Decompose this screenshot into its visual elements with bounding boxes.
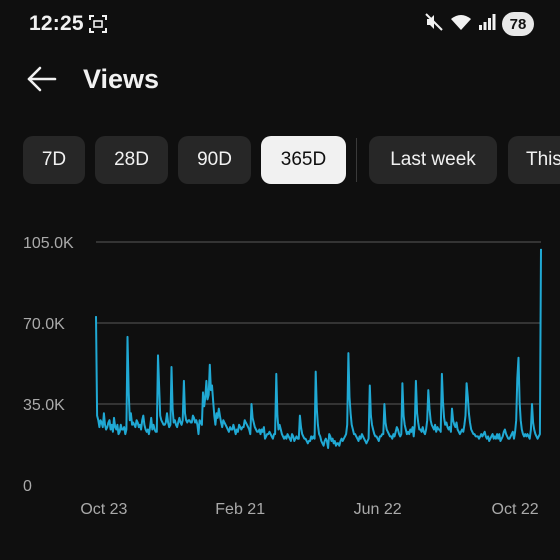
x-tick-label: Jun 22 xyxy=(354,501,402,518)
wifi-icon xyxy=(450,12,472,37)
chip-label: Last week xyxy=(390,149,476,170)
battery-level: 78 xyxy=(509,15,527,33)
status-icons: 78 xyxy=(424,11,534,37)
status-bar: 12:25 78 xyxy=(0,0,560,48)
chip-this[interactable]: This xyxy=(508,136,560,184)
y-tick-label: 35.0K xyxy=(23,397,65,414)
x-tick-label: Oct 22 xyxy=(492,501,539,518)
views-chart-svg: 0 35.0K 70.0K 105.0K Oct 23 Feb 21 Jun 22 Oct 2… xyxy=(23,235,542,518)
x-tick-label: Feb 21 xyxy=(215,501,265,518)
chip-divider xyxy=(356,138,357,182)
mute-icon xyxy=(424,12,444,37)
page-title: Views xyxy=(83,64,160,94)
chip-label: 365D xyxy=(280,149,327,170)
chip-label: 28D xyxy=(114,149,149,170)
views-series-line xyxy=(95,248,542,449)
y-tick-label: 0 xyxy=(23,478,32,495)
chip-365d[interactable]: 365D xyxy=(261,136,346,184)
y-tick-label: 105.0K xyxy=(23,235,74,252)
app-header: Views xyxy=(0,52,560,104)
arrow-left-icon xyxy=(27,66,57,92)
chip-last-week[interactable]: Last week xyxy=(369,136,497,184)
chip-28d[interactable]: 28D xyxy=(95,136,168,184)
x-tick-label: Oct 23 xyxy=(80,501,127,518)
chip-label: 7D xyxy=(41,149,67,170)
battery-icon: 78 xyxy=(502,12,534,36)
time-range-chips: 7D 28D 90D 365D Last week This xyxy=(0,136,560,184)
chip-label: 90D xyxy=(197,149,232,170)
back-button[interactable] xyxy=(24,62,60,98)
chip-label: This xyxy=(526,149,560,170)
screenshot-icon xyxy=(88,14,108,34)
status-time: 12:25 xyxy=(29,12,84,35)
y-tick-label: 70.0K xyxy=(23,316,65,333)
views-chart: 0 35.0K 70.0K 105.0K Oct 23 Feb 21 Jun 22 Oct 2… xyxy=(0,220,560,540)
signal-icon xyxy=(478,13,496,36)
chip-7d[interactable]: 7D xyxy=(23,136,85,184)
chip-90d[interactable]: 90D xyxy=(178,136,251,184)
